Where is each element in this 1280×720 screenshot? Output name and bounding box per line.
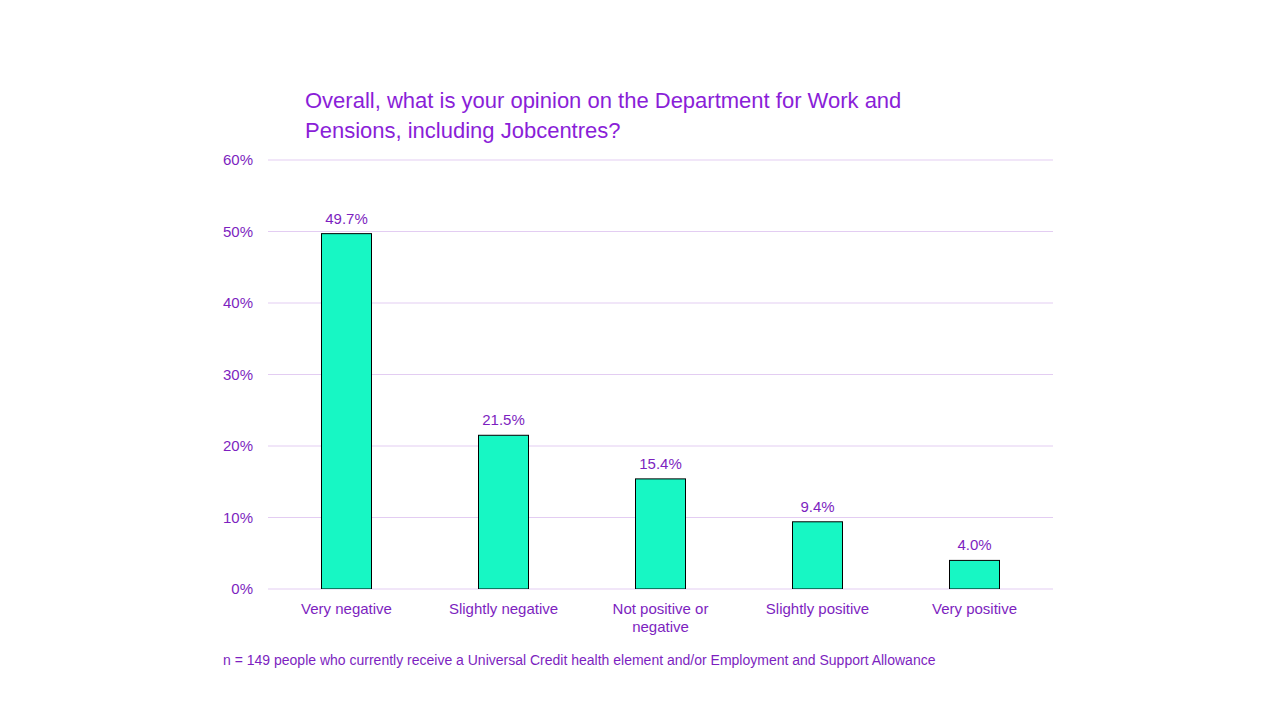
bar	[322, 234, 372, 589]
y-tick-label: 60%	[223, 151, 253, 168]
grid-line	[268, 231, 1053, 232]
bar	[479, 435, 529, 589]
grid-line	[268, 303, 1053, 304]
data-label: 9.4%	[800, 498, 834, 515]
x-tick-label: Not positive ornegative	[613, 600, 709, 635]
bar	[793, 522, 843, 589]
x-tick-label: Slightly positive	[766, 600, 869, 617]
y-tick-label: 50%	[223, 223, 253, 240]
chart: Overall, what is your opinion on the Dep…	[0, 0, 1280, 720]
y-tick-label: 0%	[231, 580, 253, 597]
title: Overall, what is your opinion on the Dep…	[305, 88, 901, 143]
bar	[636, 479, 686, 589]
grid-line	[268, 160, 1053, 161]
data-label: 15.4%	[639, 455, 682, 472]
annotation: n = 149 people who currently receive a U…	[223, 652, 936, 668]
bars	[322, 234, 1000, 589]
x-tick-label: Very negative	[301, 600, 392, 617]
y-tick-label: 20%	[223, 437, 253, 454]
grid	[268, 160, 1053, 589]
data-label: 4.0%	[957, 536, 991, 553]
grid-line	[268, 446, 1053, 447]
grid-line	[268, 374, 1053, 375]
x-tick-label: Very positive	[932, 600, 1017, 617]
data-label: 49.7%	[325, 210, 368, 227]
x-tick-label: Slightly negative	[449, 600, 558, 617]
data-label: 21.5%	[482, 411, 525, 428]
y-tick-label: 40%	[223, 294, 253, 311]
y-tick-label: 30%	[223, 366, 253, 383]
y-tick-label: 10%	[223, 509, 253, 526]
bar	[950, 560, 1000, 589]
